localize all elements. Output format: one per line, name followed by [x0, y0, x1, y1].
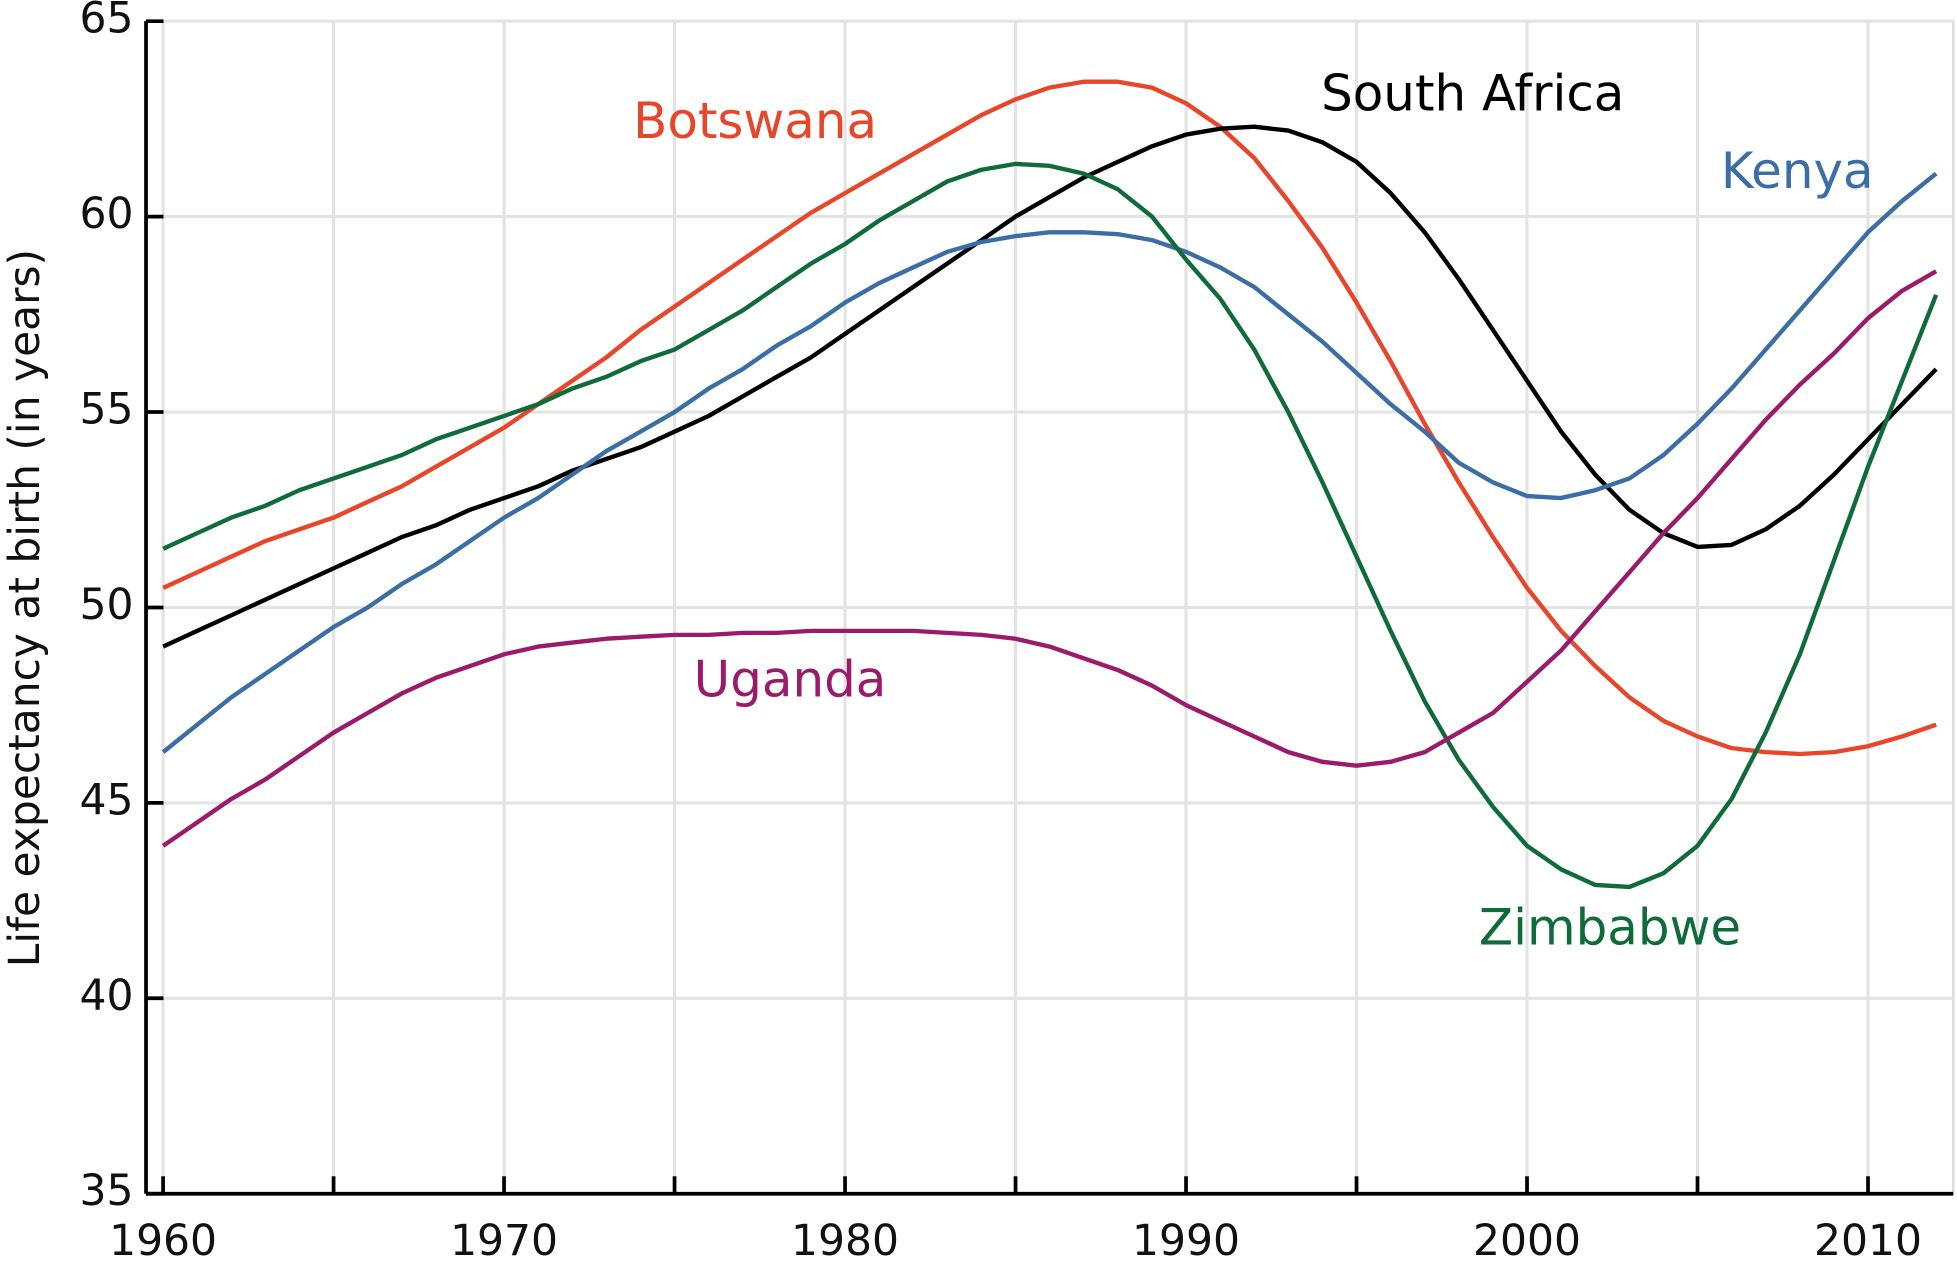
line [161, 171, 1938, 754]
x-tick-label: 2010 [1814, 1216, 1922, 1265]
y-tick-label: 40 [80, 971, 134, 1020]
y-axis-label: Life expectancy at birth (in years) [0, 249, 49, 967]
series-label: Kenya [1721, 142, 1874, 200]
series-label: Zimbabwe [1479, 898, 1741, 956]
y-tick-label: 55 [80, 385, 134, 434]
x-tick-label: 1970 [450, 1216, 558, 1265]
line [162, 161, 1939, 890]
y-tick-label: 65 [80, 0, 134, 43]
y-tick-label: 45 [80, 775, 134, 824]
x-tick-label: 1990 [1132, 1216, 1240, 1265]
series-label: Botswana [633, 92, 877, 150]
x-tick-label: 2000 [1473, 1216, 1581, 1265]
y-tick-label: 35 [80, 1166, 134, 1215]
line [161, 269, 1938, 848]
x-tick-label: 1980 [791, 1216, 899, 1265]
x-tick-label: 1960 [109, 1216, 217, 1265]
line [162, 124, 1938, 649]
y-tick-label: 60 [80, 189, 134, 238]
y-tick-label: 50 [80, 580, 134, 629]
series-label: Uganda [694, 650, 887, 708]
line [162, 79, 1937, 757]
series-label: South Africa [1321, 65, 1624, 123]
